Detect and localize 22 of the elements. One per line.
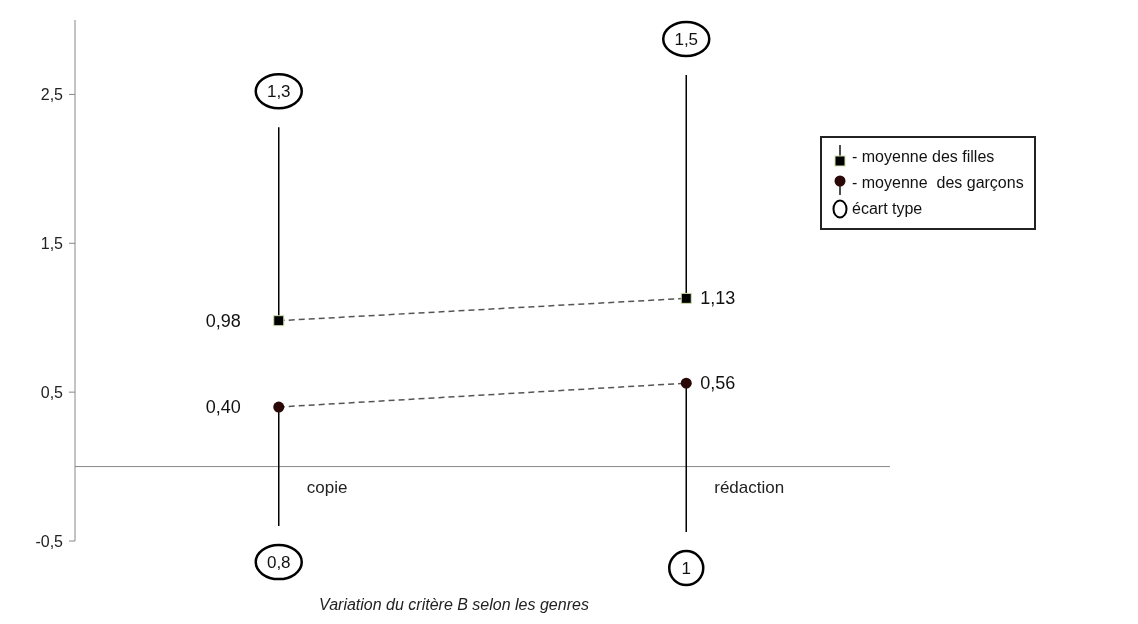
text: 0,8 [266, 553, 291, 573]
legend-label: - moyenne des garçons [852, 174, 1024, 192]
data-label: 0,56 [700, 373, 736, 394]
y-tick-label: 0,5 [40, 383, 64, 401]
data-label: 0,40 [205, 397, 241, 418]
annotation: 1,3 [266, 82, 291, 102]
y-tick-label: -0,5 [35, 532, 64, 550]
y-tick-label: 2,5 [40, 86, 64, 104]
annotation: écart type [852, 200, 923, 218]
point [680, 377, 692, 389]
x-tick-label: copie [306, 477, 348, 497]
annotation: 1,5 [674, 30, 699, 50]
point [680, 292, 692, 304]
text: Variation du critère B selon les genres [318, 596, 590, 614]
legend-label: - moyenne des filles [852, 148, 995, 166]
point [273, 315, 285, 327]
y-tick-label: 1,5 [40, 234, 64, 252]
text: 1 [681, 559, 691, 579]
data-label: 0,98 [205, 310, 241, 331]
x-tick-label: rédaction [714, 477, 785, 497]
point [273, 401, 285, 413]
data-label: 1,13 [700, 288, 736, 309]
